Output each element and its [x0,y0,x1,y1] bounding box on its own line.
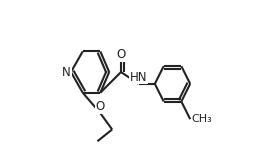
Text: O: O [116,48,125,62]
Text: N: N [62,66,71,79]
Text: CH₃: CH₃ [192,114,213,124]
Text: O: O [96,100,105,113]
Text: HN: HN [130,71,147,84]
